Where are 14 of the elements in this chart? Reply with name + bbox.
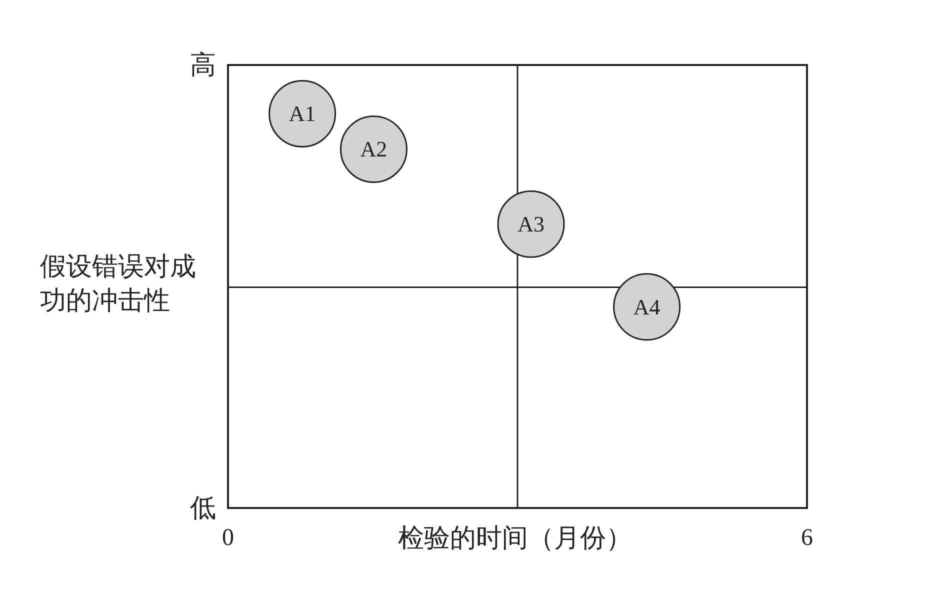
- annotation: A4: [633, 294, 660, 320]
- text: 低: [190, 494, 216, 522]
- point: [268, 80, 336, 148]
- annotation: A2: [360, 136, 388, 162]
- x-tick-label: 6: [801, 525, 813, 551]
- y-axis-title: 假设错误对成功的冲击性: [40, 251, 197, 317]
- annotation: A3: [518, 212, 544, 237]
- x-axis-title: 检验的时间（月份）: [398, 524, 632, 552]
- x-tick-label: 0: [222, 525, 234, 551]
- point: [613, 273, 681, 341]
- annotation: A1: [288, 101, 316, 126]
- point: [340, 115, 408, 183]
- text: 高: [190, 50, 216, 80]
- point: [497, 190, 565, 258]
